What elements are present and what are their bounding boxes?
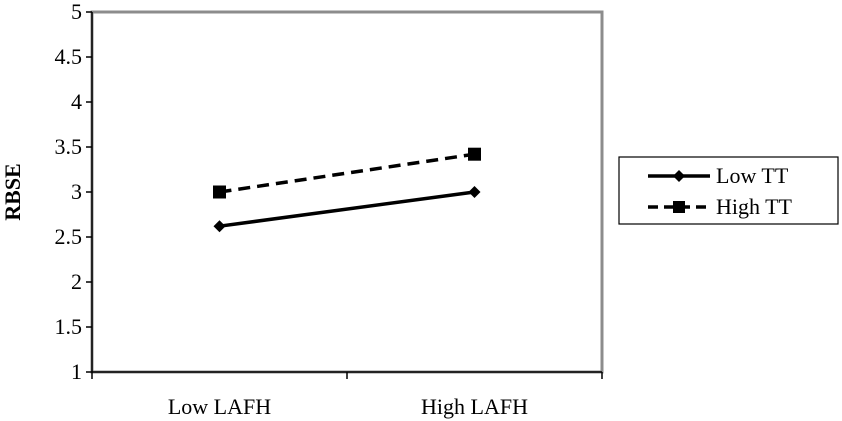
x-category-label: High LAFH [421,394,528,419]
y-ticks: 1 1.5 2 2.5 3 3.5 4 4.5 5 [55,0,92,384]
x-ticks: Low LAFH High LAFH [91,372,603,419]
y-tick-label: 3.5 [55,134,83,159]
data-point-low-tt [468,186,481,198]
legend: Low TT High TT [618,156,839,225]
legend-label-high-tt: High TT [716,194,793,219]
series-line-low-tt [219,190,475,228]
y-tick-label: 4 [71,89,82,114]
data-point-high-tt [213,185,226,199]
legend-marker-low-tt [673,170,685,182]
y-tick-label: 4.5 [55,44,83,69]
series-layer [213,147,481,233]
legend-label-low-tt: Low TT [716,163,789,188]
y-tick-label: 1 [71,359,82,384]
x-category-label: Low LAFH [168,394,271,419]
y-tick-label: 5 [71,0,82,24]
series-line-high-tt [219,152,475,194]
legend-box [618,156,839,225]
plot-area [90,10,604,374]
data-point-low-tt [213,220,226,233]
y-tick-label: 3 [71,179,82,204]
legend-marker-high-tt [673,201,685,213]
y-tick-label: 2.5 [55,224,83,249]
data-point-high-tt [468,147,481,161]
y-axis-title: RBSE [0,163,25,220]
y-tick-label: 1.5 [55,314,83,339]
y-tick-label: 2 [71,269,82,294]
